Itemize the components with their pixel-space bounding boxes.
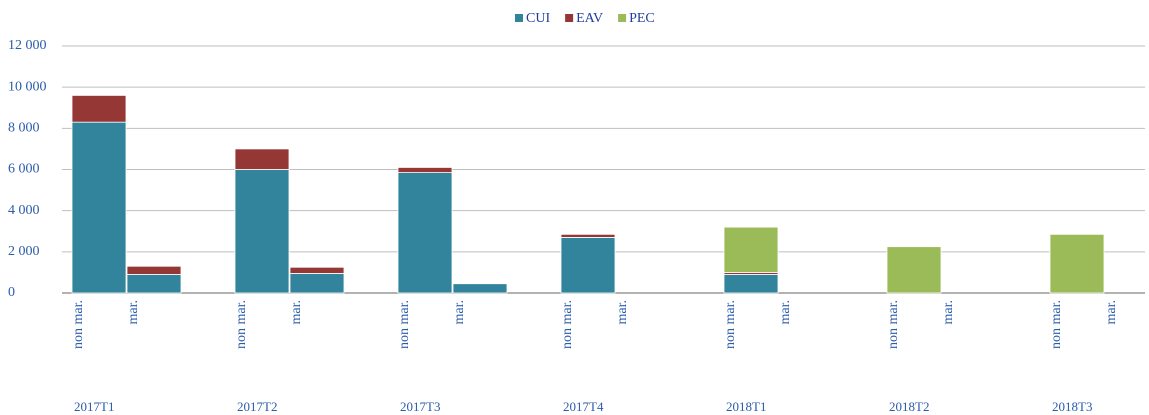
bar-segment (289, 273, 345, 294)
legend-swatch (565, 14, 574, 22)
x-tick-label: mar. (778, 300, 793, 325)
x-tick-label: non mar. (1049, 300, 1064, 349)
y-tick-label: 10 000 (8, 79, 47, 94)
x-tick-label: non mar. (723, 300, 738, 349)
x-tick-label: non mar. (71, 300, 86, 349)
group-label: 2018T2 (889, 399, 929, 414)
x-tick-label: mar. (1104, 300, 1119, 325)
bar-segment (886, 246, 942, 294)
bar-segment (71, 121, 127, 294)
group-label: 2018T1 (726, 399, 766, 414)
group-label: 2017T2 (237, 399, 277, 414)
bar-segment (452, 283, 508, 294)
x-tick-label: mar. (452, 300, 467, 325)
bar-segment (723, 226, 779, 273)
bar-segment (397, 167, 453, 173)
bar-segment (234, 148, 290, 170)
y-tick-label: 6 000 (8, 162, 40, 177)
y-tick-label: 4 000 (8, 203, 40, 218)
legend-label: PEC (629, 11, 655, 26)
bar-segment (126, 274, 182, 294)
bar-segment (71, 95, 127, 123)
bar-segment (289, 266, 345, 274)
y-tick-label: 0 (8, 285, 15, 300)
bar-segment (723, 274, 779, 294)
x-tick-label: non mar. (234, 300, 249, 349)
group-label: 2017T1 (74, 399, 114, 414)
bar-segment (126, 265, 182, 275)
x-tick-label: non mar. (560, 300, 575, 349)
bar-segment (397, 172, 453, 294)
x-tick-label: mar. (126, 300, 141, 325)
bar-segment (560, 237, 616, 294)
group-label: 2018T3 (1052, 399, 1092, 414)
bar-segment (560, 233, 616, 238)
bar-segment (234, 169, 290, 294)
y-tick-label: 2 000 (8, 244, 40, 259)
x-tick-label: mar. (289, 300, 304, 325)
y-tick-label: 12 000 (8, 38, 47, 53)
legend-swatch (515, 14, 523, 22)
x-tick-label: mar. (941, 300, 956, 325)
y-tick-label: 8 000 (8, 121, 40, 136)
x-tick-label: non mar. (886, 300, 901, 349)
legend-label: EAV (576, 11, 603, 26)
bar-segment (1049, 233, 1105, 294)
group-label: 2017T4 (563, 399, 604, 414)
group-label: 2017T3 (400, 399, 440, 414)
x-tick-label: non mar. (397, 300, 412, 349)
legend-swatch (618, 14, 627, 22)
x-tick-label: mar. (615, 300, 630, 325)
legend-label: CUI (526, 11, 550, 26)
